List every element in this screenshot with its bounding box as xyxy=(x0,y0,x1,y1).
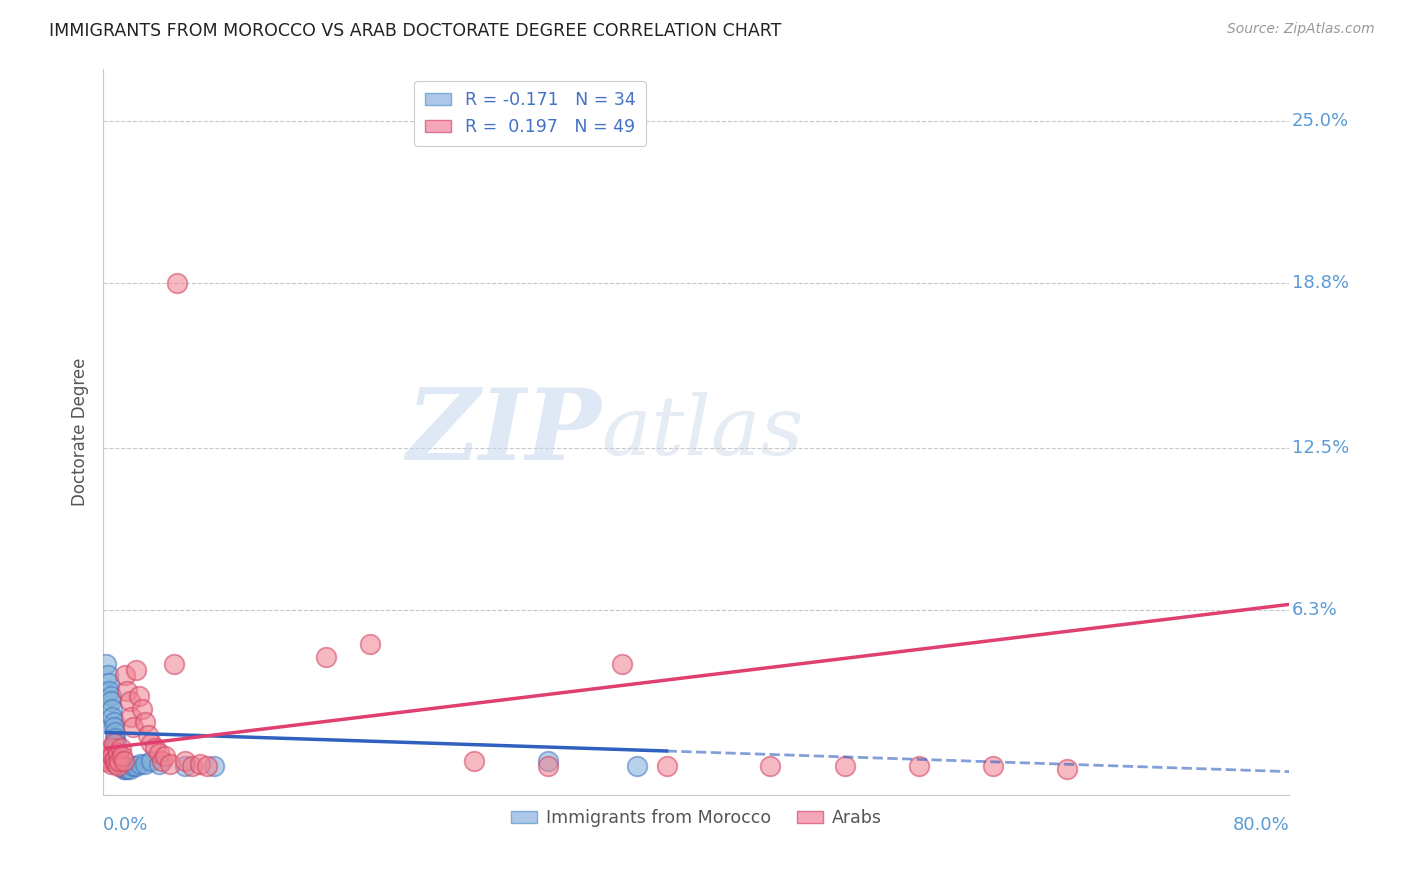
Point xyxy=(103,754,125,768)
Point xyxy=(537,759,560,773)
Point xyxy=(195,759,218,773)
Point xyxy=(1056,762,1078,776)
Text: ZIP: ZIP xyxy=(406,384,602,480)
Text: 6.3%: 6.3% xyxy=(1292,600,1337,618)
Point xyxy=(159,756,181,771)
Point xyxy=(100,756,122,771)
Text: 25.0%: 25.0% xyxy=(1292,112,1348,130)
Point xyxy=(105,741,128,756)
Point xyxy=(98,683,121,698)
Point xyxy=(166,276,188,290)
Point xyxy=(173,754,195,768)
Point xyxy=(111,759,134,773)
Point xyxy=(108,754,131,768)
Point xyxy=(98,675,121,690)
Text: 0.0%: 0.0% xyxy=(103,815,149,833)
Text: atlas: atlas xyxy=(602,392,804,472)
Point xyxy=(148,747,170,761)
Point xyxy=(626,759,648,773)
Point xyxy=(359,636,381,650)
Point xyxy=(107,751,129,765)
Point xyxy=(121,720,143,734)
Point xyxy=(94,754,117,768)
Point xyxy=(143,741,166,756)
Point xyxy=(105,756,128,771)
Point xyxy=(101,748,124,763)
Point xyxy=(907,759,929,773)
Point xyxy=(94,657,117,672)
Legend: Immigrants from Morocco, Arabs: Immigrants from Morocco, Arabs xyxy=(503,802,889,834)
Point xyxy=(188,756,211,771)
Point xyxy=(110,741,132,756)
Text: 18.8%: 18.8% xyxy=(1292,274,1348,292)
Point xyxy=(202,759,225,773)
Point xyxy=(100,741,122,756)
Point xyxy=(152,754,174,768)
Point xyxy=(97,747,120,761)
Point xyxy=(107,747,129,761)
Point xyxy=(118,762,141,776)
Point xyxy=(114,668,136,682)
Point xyxy=(104,731,127,745)
Point xyxy=(136,728,159,742)
Text: 80.0%: 80.0% xyxy=(1233,815,1289,833)
Point xyxy=(112,762,135,776)
Point xyxy=(463,754,485,768)
Point xyxy=(112,754,135,768)
Text: Source: ZipAtlas.com: Source: ZipAtlas.com xyxy=(1227,22,1375,37)
Point xyxy=(128,689,150,703)
Point xyxy=(103,736,125,750)
Point xyxy=(98,751,121,765)
Point xyxy=(110,756,132,771)
Point xyxy=(115,762,138,776)
Point xyxy=(104,751,127,765)
Point xyxy=(105,736,128,750)
Point xyxy=(655,759,678,773)
Point xyxy=(315,649,337,664)
Point xyxy=(134,756,156,771)
Point xyxy=(131,702,153,716)
Point xyxy=(121,759,143,773)
Point xyxy=(104,725,127,739)
Point xyxy=(111,748,134,763)
Point xyxy=(120,710,142,724)
Y-axis label: Doctorate Degree: Doctorate Degree xyxy=(72,358,89,506)
Point xyxy=(181,759,204,773)
Point xyxy=(125,759,148,773)
Point xyxy=(759,759,782,773)
Point xyxy=(115,683,138,698)
Point xyxy=(101,702,124,716)
Point xyxy=(103,714,125,729)
Point xyxy=(173,759,195,773)
Point xyxy=(107,759,129,773)
Point xyxy=(114,762,136,776)
Point xyxy=(110,759,132,773)
Point xyxy=(834,759,856,773)
Point xyxy=(134,714,156,729)
Point xyxy=(125,663,148,677)
Point xyxy=(537,754,560,768)
Text: IMMIGRANTS FROM MOROCCO VS ARAB DOCTORATE DEGREE CORRELATION CHART: IMMIGRANTS FROM MOROCCO VS ARAB DOCTORAT… xyxy=(49,22,782,40)
Point xyxy=(163,657,186,672)
Point xyxy=(148,756,170,771)
Point xyxy=(155,748,177,763)
Point xyxy=(139,754,162,768)
Point xyxy=(118,694,141,708)
Text: 12.5%: 12.5% xyxy=(1292,439,1348,457)
Point xyxy=(139,736,162,750)
Point xyxy=(100,689,122,703)
Point xyxy=(97,668,120,682)
Point xyxy=(610,657,633,672)
Point xyxy=(108,754,131,768)
Point xyxy=(103,720,125,734)
Point xyxy=(129,756,152,771)
Point xyxy=(101,710,124,724)
Point xyxy=(100,694,122,708)
Point xyxy=(981,759,1004,773)
Point xyxy=(107,747,129,761)
